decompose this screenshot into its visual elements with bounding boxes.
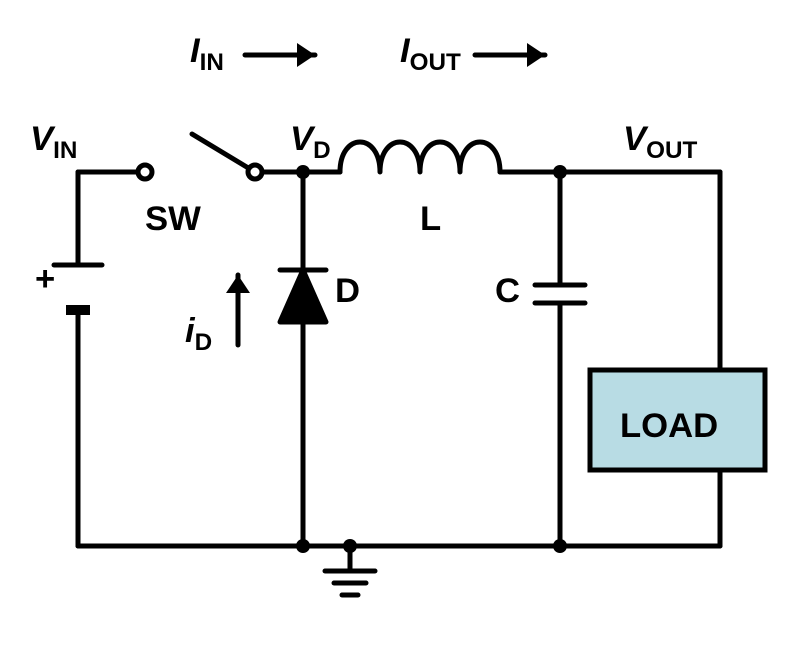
label-Iin: IIN: [190, 32, 224, 77]
label-iD: iD: [185, 312, 212, 357]
circuit-diagram: VIN IIN IOUT VD VOUT SW L D CiD + LOAD: [0, 0, 800, 661]
label-plus: +: [35, 260, 55, 299]
label-Vin: VIN: [30, 120, 77, 165]
label-Vout: VOUT: [623, 120, 697, 165]
label-SW: SW: [145, 200, 201, 239]
circuit-svg: [0, 0, 800, 661]
label-D: D: [335, 272, 360, 311]
label-L: L: [420, 200, 441, 239]
label-Vd: VD: [290, 120, 331, 165]
label-C: C: [495, 272, 520, 311]
label-Iout: IOUT: [400, 32, 461, 77]
label-LOAD: LOAD: [620, 407, 718, 446]
